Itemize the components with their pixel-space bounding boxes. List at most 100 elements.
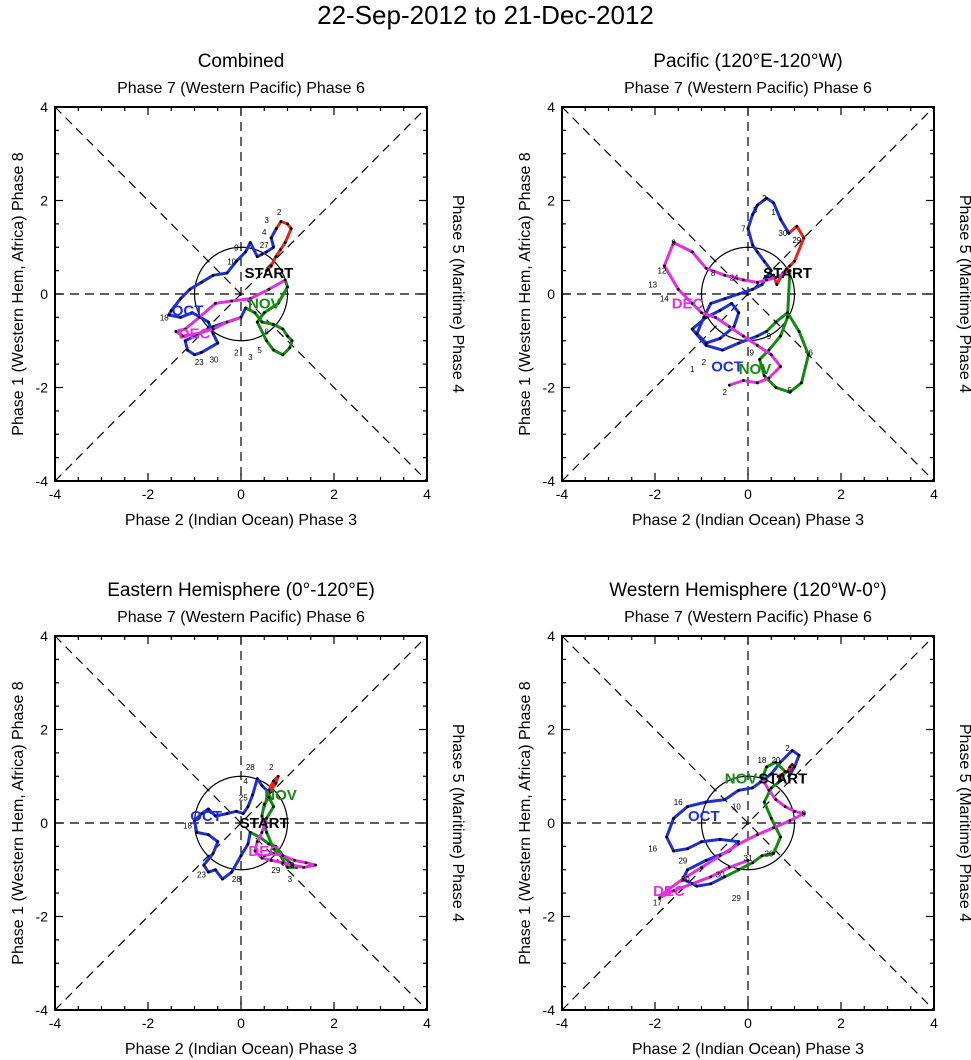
day-point (207, 807, 210, 811)
day-point (262, 802, 266, 806)
day-point (787, 774, 791, 778)
x-tick-label: 4 (423, 1015, 431, 1031)
day-point (272, 779, 275, 783)
day-point (690, 301, 694, 305)
day-point (274, 227, 278, 230)
day-point (272, 348, 275, 352)
day-point (786, 770, 789, 773)
day-point (167, 313, 171, 317)
day-label: 18 (757, 756, 766, 765)
day-point (714, 315, 717, 319)
day-point (765, 765, 768, 769)
day-point (772, 201, 775, 205)
phase-panel-1: Combined Phase 7 (Western Pacific) Phase … (10, 51, 466, 529)
day-point (772, 273, 775, 277)
day-point (293, 859, 296, 862)
x-tick-label: 4 (930, 1015, 938, 1031)
day-label: 7 (741, 225, 746, 234)
phase-panel-3: Eastern Hemisphere (0°-120°E) Phase 7 (We… (10, 580, 466, 1058)
day-point (775, 283, 779, 287)
day-point (762, 800, 766, 804)
top-phase-label: Phase 7 (Western Pacific) Phase 6 (117, 80, 365, 97)
month-label-dec: DEC (653, 883, 685, 900)
day-point (767, 348, 771, 352)
day-point (769, 269, 773, 273)
day-point (225, 320, 229, 324)
day-point (302, 866, 306, 869)
day-label: 4 (243, 777, 248, 786)
day-point (762, 259, 766, 263)
day-label: 6 (264, 327, 269, 336)
day-point (672, 849, 675, 853)
day-point (709, 301, 713, 305)
day-point (200, 351, 203, 354)
x-tick-label: 4 (930, 486, 938, 502)
day-point (807, 353, 810, 357)
y-tick-label: -2 (36, 909, 49, 925)
day-label: 2 (277, 208, 282, 217)
series-line-nov (244, 278, 294, 357)
day-point (244, 306, 248, 310)
day-label: 9 (234, 243, 239, 252)
x-tick-label: 0 (237, 486, 245, 502)
day-point (672, 816, 675, 820)
day-point (737, 341, 741, 345)
phase-panel-4: Western Hemisphere (120°W-0°) Phase 7 (We… (517, 580, 971, 1058)
y-tick-label: -4 (543, 1002, 556, 1018)
day-label: 3 (264, 216, 269, 225)
day-point (702, 315, 706, 319)
day-point (709, 882, 713, 886)
month-label-nov: NOV (739, 361, 772, 378)
day-point (195, 830, 199, 834)
day-point (776, 774, 780, 778)
day-point (289, 227, 293, 230)
day-point (755, 344, 759, 347)
day-point (255, 777, 259, 780)
day-label: 9 (802, 810, 807, 819)
day-point (709, 875, 713, 879)
day-label: 10 (732, 803, 741, 812)
month-label-dec: DEC (248, 843, 280, 860)
day-point (762, 374, 766, 378)
day-point (286, 334, 289, 338)
day-point (262, 854, 266, 858)
day-point (718, 854, 722, 858)
day-label: 13 (648, 281, 657, 290)
day-point (304, 861, 308, 865)
x-tick-label: 2 (837, 1015, 845, 1031)
day-point (797, 753, 801, 757)
month-label-dec: DEC (672, 295, 704, 312)
x-tick-label: -2 (142, 486, 155, 502)
day-label: 25 (239, 793, 248, 802)
day-label: 3 (288, 875, 293, 884)
month-label-sep: START (763, 265, 812, 282)
y-tick-label: -4 (36, 473, 49, 489)
day-point (767, 376, 771, 380)
y-tick-label: 0 (40, 286, 48, 302)
day-point (179, 297, 182, 301)
day-point (272, 851, 275, 855)
left-phase-label: Phase 1 (Western Hem, Africa) Phase 8 (10, 152, 27, 435)
day-label: 29 (792, 236, 801, 245)
day-point (190, 311, 194, 315)
day-point (788, 390, 792, 394)
y-tick-label: 4 (547, 99, 555, 115)
day-label: 4 (262, 228, 267, 237)
x-tick-label: 2 (330, 1015, 338, 1031)
top-phase-label: Phase 7 (Western Pacific) Phase 6 (624, 80, 872, 97)
day-point (207, 870, 210, 874)
panel-title: Eastern Hemisphere (0°-120°E) (107, 580, 375, 601)
day-point (802, 812, 806, 816)
day-label: 23 (195, 358, 204, 367)
day-point (246, 842, 250, 846)
series-line-sep (772, 224, 806, 287)
day-label: 29 (678, 856, 687, 865)
series-line-oct (167, 227, 278, 357)
day-point (283, 278, 287, 282)
day-point (737, 868, 741, 872)
day-point (765, 330, 768, 333)
day-point (718, 337, 722, 340)
day-point (265, 830, 268, 834)
day-point (314, 863, 317, 867)
